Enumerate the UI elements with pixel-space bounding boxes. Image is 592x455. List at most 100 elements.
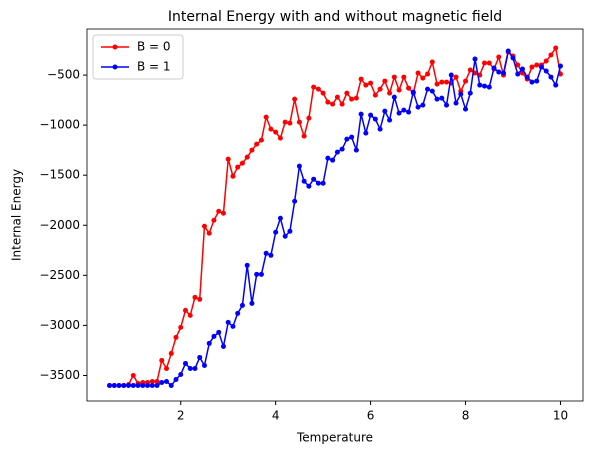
data-point [363,82,369,88]
data-point [239,302,245,308]
data-point [553,82,559,88]
data-point [121,382,127,388]
data-point [353,95,359,101]
data-point [500,70,506,76]
data-point [349,134,355,140]
data-point [173,334,179,340]
data-point [382,78,388,84]
data-point [330,101,336,107]
data-point [467,90,473,96]
data-point [206,340,212,346]
data-point [192,365,198,371]
data-point [334,149,340,155]
data-point [429,88,435,94]
data-point [415,104,421,110]
data-point [467,67,473,73]
data-point [543,58,549,64]
data-point [201,223,207,229]
data-point [249,147,255,153]
data-point [353,147,359,153]
data-point [296,163,302,169]
y-tick-label: −2500 [39,268,80,282]
data-point [444,79,450,85]
data-point [197,354,203,360]
data-point [387,117,393,123]
data-point [429,59,435,65]
data-point [420,102,426,108]
data-point [491,65,497,71]
data-point [178,371,184,377]
data-point [434,81,440,87]
plot-area [107,45,563,388]
data-point [154,382,160,388]
data-point [396,110,402,116]
data-point [149,382,155,388]
data-point [173,376,179,382]
data-point [301,178,307,184]
legend-marker [112,64,118,70]
data-point [543,68,549,74]
legend-label: B = 1 [137,60,171,74]
y-tick-label: −1000 [39,118,80,132]
data-point [220,210,226,216]
data-point [182,307,188,313]
data-point [206,230,212,236]
data-point [339,146,345,152]
data-point [358,76,364,82]
data-point [368,80,374,86]
data-point [225,156,231,162]
data-point [330,157,336,163]
data-point [263,250,269,256]
data-point [107,382,113,388]
data-point [292,96,298,102]
data-point [216,329,222,335]
data-point [524,74,530,80]
data-point [273,129,279,135]
data-point [273,229,279,235]
data-point [258,137,264,143]
data-point [372,116,378,122]
x-tick-label: 4 [272,409,280,423]
data-point [211,333,217,339]
data-point [140,382,146,388]
data-point [315,180,321,186]
data-point [363,130,369,136]
data-point [126,382,132,388]
data-point [249,300,255,306]
data-point [254,271,260,277]
data-point [439,79,445,85]
data-point [358,111,364,117]
series-line [109,46,562,387]
x-tick-label: 6 [367,409,375,423]
data-point [496,69,502,75]
data-point [277,215,283,221]
data-point [519,66,525,72]
data-point [401,74,407,80]
data-point [168,382,174,388]
data-point [135,382,141,388]
data-point [192,294,198,300]
data-point [515,62,521,68]
data-point [164,365,170,371]
axes-frame [86,28,584,402]
data-point [287,228,293,234]
y-tick-label: −2000 [39,218,80,232]
data-point [396,87,402,93]
data-point [287,120,293,126]
data-point [538,64,544,70]
data-point [277,135,283,141]
data-point [263,114,269,120]
data-point [187,312,193,318]
data-point [311,84,317,90]
data-point [425,71,431,77]
data-point [130,382,136,388]
data-point [292,198,298,204]
data-point [486,60,492,66]
x-tick-label: 10 [553,409,568,423]
data-point [230,323,236,329]
data-point [258,271,264,277]
data-point [482,60,488,66]
y-axis-label: Internal Energy [10,169,24,261]
data-point [159,357,165,363]
